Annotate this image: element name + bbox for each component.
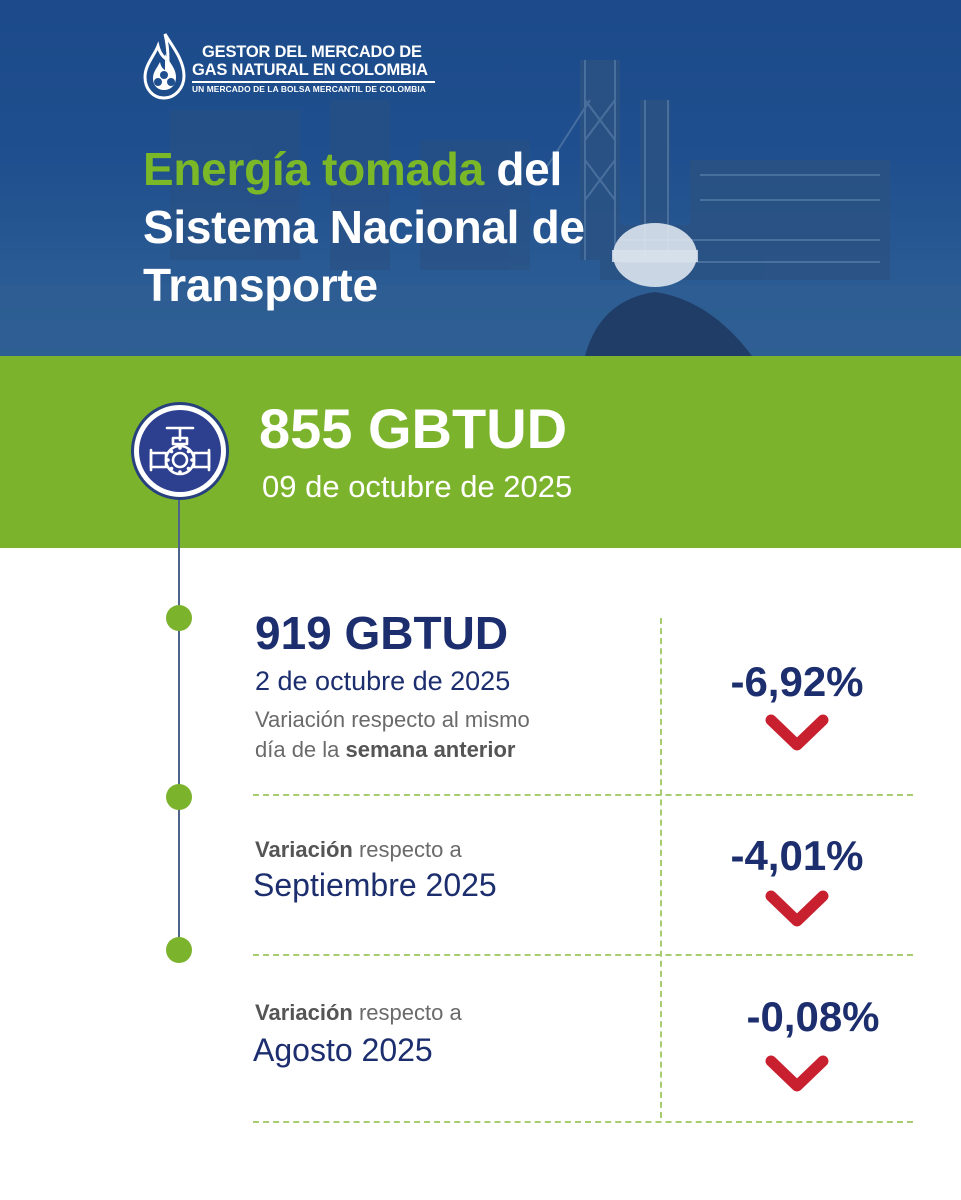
brand-tagline: UN MERCADO DE LA BOLSA MERCANTIL DE COLO…: [192, 84, 426, 94]
description-line-2: día de la: [255, 737, 346, 762]
row-divider: [253, 794, 913, 796]
august-change-percent: -0,08%: [746, 993, 880, 1040]
august-caption: Variación respecto a: [255, 999, 462, 1027]
september-period: Septiembre 2025: [253, 867, 497, 903]
description-line-1: Variación respecto al mismo: [255, 707, 530, 732]
timeline-dot: [166, 605, 192, 631]
chevron-down-icon: [765, 714, 829, 751]
caption-rest: respecto a: [352, 1000, 462, 1025]
title-line-1-rest: del: [483, 143, 562, 195]
valve-badge: [131, 402, 229, 500]
chevron-down-icon: [765, 1055, 829, 1092]
week-change-percent: -6,92%: [730, 658, 864, 705]
column-divider: [660, 618, 662, 1118]
row-divider: [253, 954, 913, 956]
brand-line-2: GAS NATURAL EN COLOMBIA: [192, 61, 428, 79]
timeline-dot: [166, 784, 192, 810]
september-change-percent: -4,01%: [730, 832, 864, 879]
row-divider: [253, 1121, 913, 1123]
current-value: 855 GBTUD: [259, 397, 568, 460]
company-logo: GESTOR DEL MERCADO DE GAS NATURAL EN COL…: [142, 32, 442, 102]
previous-week-description: Variación respecto al mismo día de la se…: [255, 705, 530, 765]
caption-rest: respecto a: [352, 837, 462, 862]
description-emphasis: semana anterior: [345, 737, 516, 762]
title-highlight: Energía tomada: [143, 143, 484, 195]
title-line-3: Transporte: [143, 259, 378, 311]
timeline-dot: [166, 937, 192, 963]
caption-bold: Variación: [255, 1000, 353, 1025]
chevron-down-icon: [765, 890, 829, 927]
title-line-2: Sistema Nacional de: [143, 201, 585, 253]
page-title: Energía tomada del Sistema Nacional de T…: [143, 140, 585, 314]
brand-divider: [192, 81, 435, 83]
previous-week-date: 2 de octubre de 2025: [255, 666, 511, 696]
header-banner: GESTOR DEL MERCADO DE GAS NATURAL EN COL…: [0, 0, 961, 356]
flame-drop-logo-icon: [143, 33, 186, 100]
pipeline-valve-icon: [149, 426, 211, 476]
previous-week-value: 919 GBTUD: [255, 607, 509, 659]
brand-line-1: GESTOR DEL MERCADO DE: [202, 43, 422, 61]
august-period: Agosto 2025: [253, 1032, 433, 1068]
timeline-line: [178, 490, 180, 950]
current-date: 09 de octubre de 2025: [262, 469, 573, 504]
offshore-platform-background: [0, 60, 961, 356]
september-caption: Variación respecto a: [255, 836, 462, 864]
caption-bold: Variación: [255, 837, 353, 862]
